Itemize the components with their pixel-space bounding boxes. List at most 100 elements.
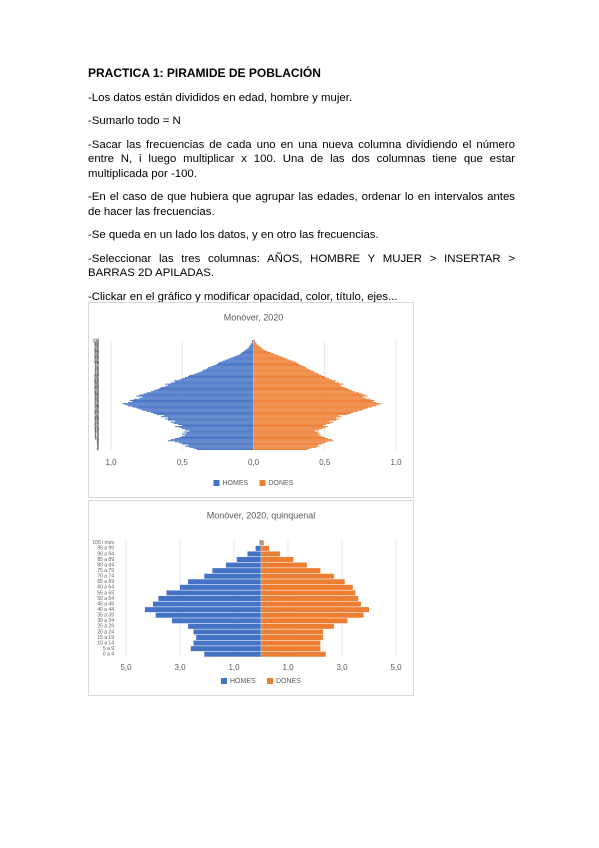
bar	[142, 396, 254, 398]
bar	[261, 540, 264, 546]
bar	[158, 595, 261, 602]
y-tick-label: 67	[94, 374, 99, 379]
bar	[227, 358, 254, 360]
bar	[253, 343, 257, 345]
y-tick-label: 98	[94, 340, 99, 345]
bar	[204, 651, 261, 657]
y-tick-label: 4	[97, 442, 100, 447]
bar	[253, 448, 308, 450]
bar	[261, 618, 348, 624]
bar	[253, 355, 280, 357]
bar	[253, 405, 377, 407]
bar	[253, 365, 302, 367]
y-tick-label: 3	[97, 443, 100, 448]
bar	[188, 579, 261, 585]
bar	[253, 401, 374, 403]
bar	[210, 366, 254, 368]
bar	[253, 356, 282, 358]
y-tick-label: 16	[94, 429, 99, 434]
bar	[253, 435, 322, 437]
bar	[206, 368, 254, 370]
bar	[155, 612, 261, 618]
bar	[150, 391, 254, 393]
bar	[163, 415, 254, 417]
y-tick-label: 81	[94, 358, 99, 363]
y-tick-label: 55 a 59	[97, 590, 114, 596]
bar	[250, 343, 254, 345]
bar	[247, 347, 254, 349]
bar	[175, 420, 254, 422]
bar	[253, 408, 365, 410]
bar	[253, 385, 342, 387]
bar	[253, 430, 315, 432]
bar	[122, 403, 254, 405]
y-tick-label: 80 a 84	[97, 562, 114, 568]
bar	[233, 356, 254, 358]
bar	[153, 390, 254, 392]
y-tick-label: 79	[94, 361, 99, 366]
bar	[253, 395, 368, 397]
bar	[261, 551, 280, 557]
y-tick-label: 5	[97, 441, 100, 446]
y-tick-label: 50 a 54	[97, 596, 114, 602]
bar	[139, 408, 254, 410]
bar	[236, 355, 254, 357]
bar	[216, 364, 254, 365]
bar	[253, 369, 311, 371]
bar	[253, 357, 285, 359]
y-tick-label: 39	[94, 404, 99, 409]
legend-label: HOMES	[230, 678, 256, 685]
bar	[253, 415, 339, 417]
y-tick-label: 100	[92, 338, 100, 343]
bar	[253, 391, 355, 393]
y-tick-label: 50	[94, 392, 99, 397]
y-tick-label: 70	[94, 370, 99, 375]
bar	[153, 413, 254, 415]
bar	[253, 359, 291, 361]
bar	[187, 444, 254, 446]
bar	[173, 380, 254, 382]
bar	[202, 370, 254, 372]
bar	[204, 573, 261, 579]
paragraph: -Se queda en un lado los datos, y en otr…	[88, 229, 379, 241]
bar	[261, 646, 321, 652]
bar	[159, 387, 254, 389]
bar	[166, 590, 261, 596]
y-tick-label: 96	[94, 342, 99, 347]
bar	[253, 342, 257, 344]
bar	[129, 399, 254, 401]
y-tick-label: 84	[94, 355, 99, 360]
y-tick-label: 80	[94, 359, 99, 364]
bar	[217, 362, 254, 364]
bar	[261, 590, 356, 596]
bar	[253, 345, 260, 347]
y-tick-label: 64	[94, 377, 99, 382]
bar	[240, 353, 254, 355]
y-tick-label: 100 i més	[92, 540, 114, 546]
bar	[246, 348, 254, 350]
y-tick-label: 5 a 9	[103, 646, 114, 652]
paragraph: -Los datos están divididos en edad, homb…	[88, 91, 353, 104]
bar	[196, 372, 254, 374]
bar	[189, 446, 254, 448]
y-tick-label: 34	[94, 410, 99, 415]
bar	[253, 390, 352, 392]
bar	[132, 401, 254, 403]
bar	[253, 420, 330, 422]
y-tick-label: 27	[94, 417, 99, 422]
bar	[253, 433, 321, 435]
y-tick-label: 75	[94, 365, 99, 370]
bar	[160, 416, 254, 418]
chart: Monòver, 2020, quinquenal 5,0 3,0 1,0 1,0 3,0…	[88, 500, 414, 696]
x-tick-label: 5,0	[390, 663, 402, 672]
bar	[253, 347, 263, 349]
legend-label: DONES	[276, 678, 301, 685]
y-tick-label: 25	[94, 419, 99, 424]
bar	[253, 371, 315, 373]
bar	[253, 402, 377, 404]
bar	[253, 426, 328, 428]
bar	[250, 344, 254, 346]
bar	[150, 411, 254, 413]
y-tick-label: 20 a 24	[97, 629, 114, 635]
